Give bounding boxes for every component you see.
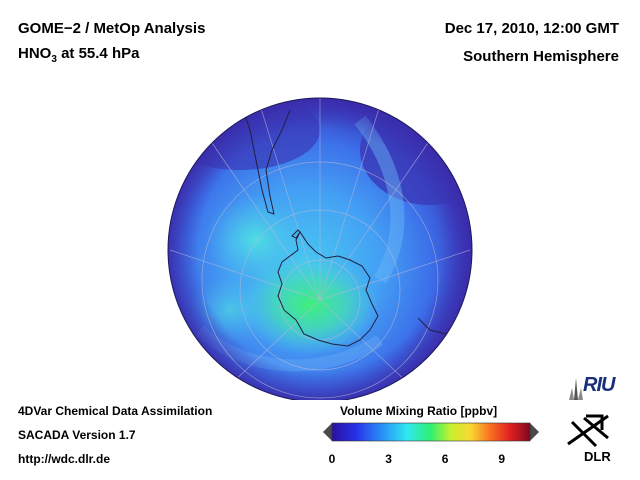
colorbar-tick: 9 xyxy=(498,452,506,466)
footer-url[interactable]: http://wdc.dlr.de xyxy=(18,452,110,466)
globe-outline xyxy=(167,97,473,400)
antarctica-coast xyxy=(277,231,379,347)
colorbar-min-arrow xyxy=(323,423,332,441)
dlr-logo-mark xyxy=(567,414,609,448)
hemisphere-label: Southern Hemisphere xyxy=(463,48,619,65)
graticule xyxy=(169,98,471,399)
species-subscript: 3 xyxy=(51,54,57,65)
riu-logo: RIU xyxy=(583,374,615,396)
colorbar-tick: 3 xyxy=(385,452,392,466)
globe-map xyxy=(167,97,473,400)
footer-method: 4DVar Chemical Data Assimilation xyxy=(18,404,213,418)
footer-version: SACADA Version 1.7 xyxy=(18,428,136,442)
colorbar-title: Volume Mixing Ratio [ppbv] xyxy=(340,404,498,418)
riu-logo-mark xyxy=(569,378,583,400)
species-name: HNO xyxy=(18,45,52,62)
dlr-logo: DLR xyxy=(584,449,611,464)
south-america-coast xyxy=(239,99,291,215)
date-label: Dec 17, 2010, 12:00 GMT xyxy=(444,20,619,37)
colorbar-tick: 6 xyxy=(441,452,449,466)
colorbar-gradient xyxy=(332,423,530,441)
peninsula-coast xyxy=(291,229,301,239)
map-subtitle: HNO3 at 55.4 hPa xyxy=(18,45,139,65)
colorbar xyxy=(323,422,539,442)
pressure-level: at 55.4 hPa xyxy=(56,45,140,62)
map-title: GOME−2 / MetOp Analysis xyxy=(18,20,206,37)
colorbar-max-arrow xyxy=(530,423,539,441)
colorbar-tick: 0 xyxy=(328,452,336,466)
